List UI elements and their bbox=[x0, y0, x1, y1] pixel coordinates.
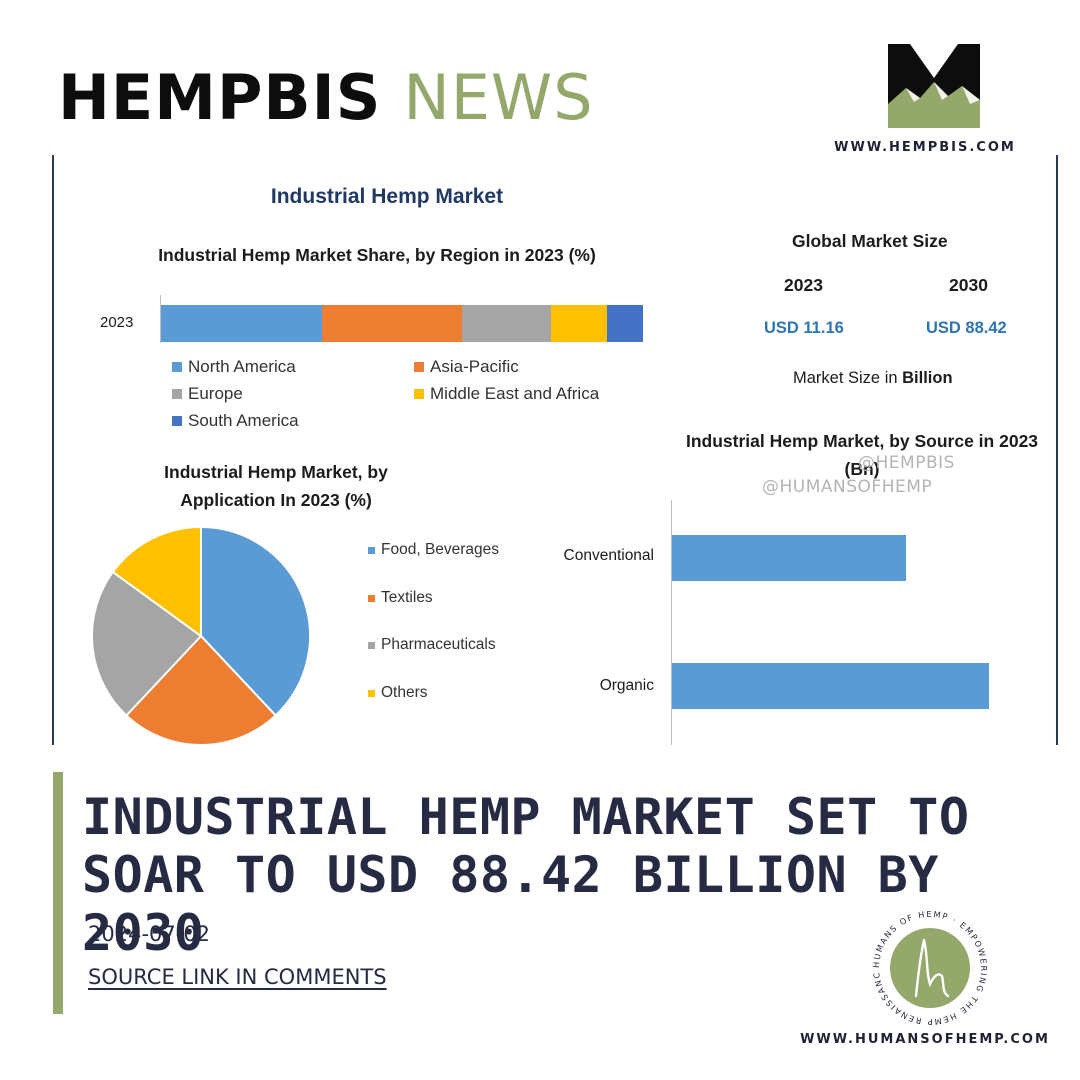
legend-swatch bbox=[172, 416, 182, 426]
legend-swatch bbox=[414, 362, 424, 372]
global-market-year-2023: 2023 bbox=[784, 275, 823, 295]
mountain-m-logo-icon bbox=[888, 44, 980, 128]
unit-prefix: Market Size in bbox=[793, 369, 898, 387]
source-link[interactable]: SOURCE LINK IN COMMENTS bbox=[88, 965, 387, 989]
legend-asia-pacific: Asia-Pacific bbox=[414, 357, 519, 377]
application-chart-title: Industrial Hemp Market, by Application I… bbox=[164, 462, 388, 510]
legend-label: Asia-Pacific bbox=[430, 357, 519, 376]
pie-slice-pharmaceuticals bbox=[91, 570, 203, 717]
headline: INDUSTRIAL HEMP MARKET SET TO SOAR TO US… bbox=[82, 788, 1072, 962]
global-market-title: Global Market Size bbox=[792, 231, 948, 251]
panel-left-border bbox=[52, 155, 54, 745]
infographic-title: Industrial Hemp Market bbox=[270, 185, 504, 208]
source-bar-organic bbox=[672, 663, 989, 709]
legend-north-america: North America bbox=[172, 357, 296, 377]
application-pie-chart bbox=[91, 525, 311, 746]
region-segment-asia-pacific bbox=[322, 305, 463, 342]
brand-hempbis: HEMPBIS bbox=[58, 60, 382, 134]
pie-slice-food-beverages bbox=[200, 525, 311, 717]
legend-others: Others bbox=[368, 684, 428, 702]
headline-accent-bar bbox=[53, 772, 63, 1014]
watermark-hempbis: @HEMPBIS bbox=[858, 453, 955, 473]
legend-label: Others bbox=[381, 684, 428, 701]
region-stacked-bar bbox=[161, 305, 643, 342]
global-market-year-2030: 2030 bbox=[949, 275, 988, 295]
source-chart-title: Industrial Hemp Market, by Source in 202… bbox=[685, 431, 1039, 479]
pie-slice-textiles bbox=[124, 634, 278, 746]
global-market-value-2023: USD 11.16 bbox=[764, 319, 844, 337]
infographic-panel: Industrial Hemp Market Industrial Hemp M… bbox=[52, 155, 1060, 746]
source-category-organic: Organic bbox=[599, 677, 654, 694]
source-category-conventional: Conventional bbox=[563, 547, 654, 564]
legend-label: Middle East and Africa bbox=[430, 384, 600, 403]
legend-label: South America bbox=[188, 411, 299, 430]
global-market-unit: Market Size in Billion bbox=[793, 369, 953, 388]
source-chart-axis bbox=[671, 500, 672, 745]
legend-swatch bbox=[172, 389, 182, 399]
brand-news: NEWS bbox=[403, 60, 594, 134]
panel-right-border bbox=[1056, 155, 1058, 745]
legend-swatch bbox=[368, 594, 375, 602]
legend-pharmaceuticals: Pharmaceuticals bbox=[368, 636, 496, 654]
headline-line-2: SOAR TO USD 88.42 BILLION BY 2030 bbox=[82, 846, 939, 962]
region-chart-category: 2023 bbox=[100, 314, 134, 331]
pie-slice-others bbox=[111, 525, 202, 638]
legend-food-beverages: Food, Beverages bbox=[368, 541, 499, 559]
legend-label: Pharmaceuticals bbox=[381, 636, 496, 653]
watermark-humansofhemp: @HUMANSOFHEMP bbox=[762, 477, 933, 497]
source-bar-conventional bbox=[672, 535, 907, 581]
region-segment-middle-east-and-africa bbox=[551, 305, 607, 342]
legend-swatch bbox=[414, 389, 424, 399]
legend-label: Textiles bbox=[381, 589, 433, 606]
legend-swatch bbox=[368, 546, 375, 554]
legend-south-america: South America bbox=[172, 411, 299, 431]
humans-of-hemp-seal-icon: HUMANS OF HEMP · EMPOWERING THE HEMP REN… bbox=[868, 906, 987, 1027]
legend-textiles: Textiles bbox=[368, 589, 433, 607]
legend-europe: Europe bbox=[172, 384, 243, 404]
legend-swatch bbox=[172, 362, 182, 372]
region-segment-north-america bbox=[161, 305, 323, 342]
legend-middle-east-africa: Middle East and Africa bbox=[414, 384, 599, 404]
brand-wordmark: HEMPBIS NEWS bbox=[58, 60, 594, 134]
global-market-value-2030: USD 88.42 bbox=[926, 319, 1007, 337]
region-chart-axis bbox=[160, 295, 161, 343]
humansofhemp-url: WWW.HUMANSOFHEMP.COM bbox=[800, 1032, 1050, 1047]
application-legend: Food, Beverages Textiles Pharmaceuticals… bbox=[368, 541, 568, 711]
region-segment-south-america bbox=[606, 305, 643, 342]
hempbis-url: WWW.HEMPBIS.COM bbox=[834, 140, 1016, 155]
legend-label: Food, Beverages bbox=[381, 541, 500, 558]
legend-swatch bbox=[368, 641, 375, 649]
legend-label: North America bbox=[188, 357, 296, 376]
headline-line-1: INDUSTRIAL HEMP MARKET SET TO bbox=[82, 788, 970, 846]
unit-bold: Billion bbox=[902, 369, 953, 387]
region-segment-europe bbox=[462, 305, 552, 342]
region-chart-title: Industrial Hemp Market Share, by Region … bbox=[158, 245, 596, 265]
legend-label: Europe bbox=[188, 384, 243, 403]
legend-swatch bbox=[368, 689, 375, 697]
region-legend: North America Asia-Pacific Europe Middle… bbox=[172, 357, 652, 437]
post-date: 2024-07-02 bbox=[88, 922, 211, 946]
